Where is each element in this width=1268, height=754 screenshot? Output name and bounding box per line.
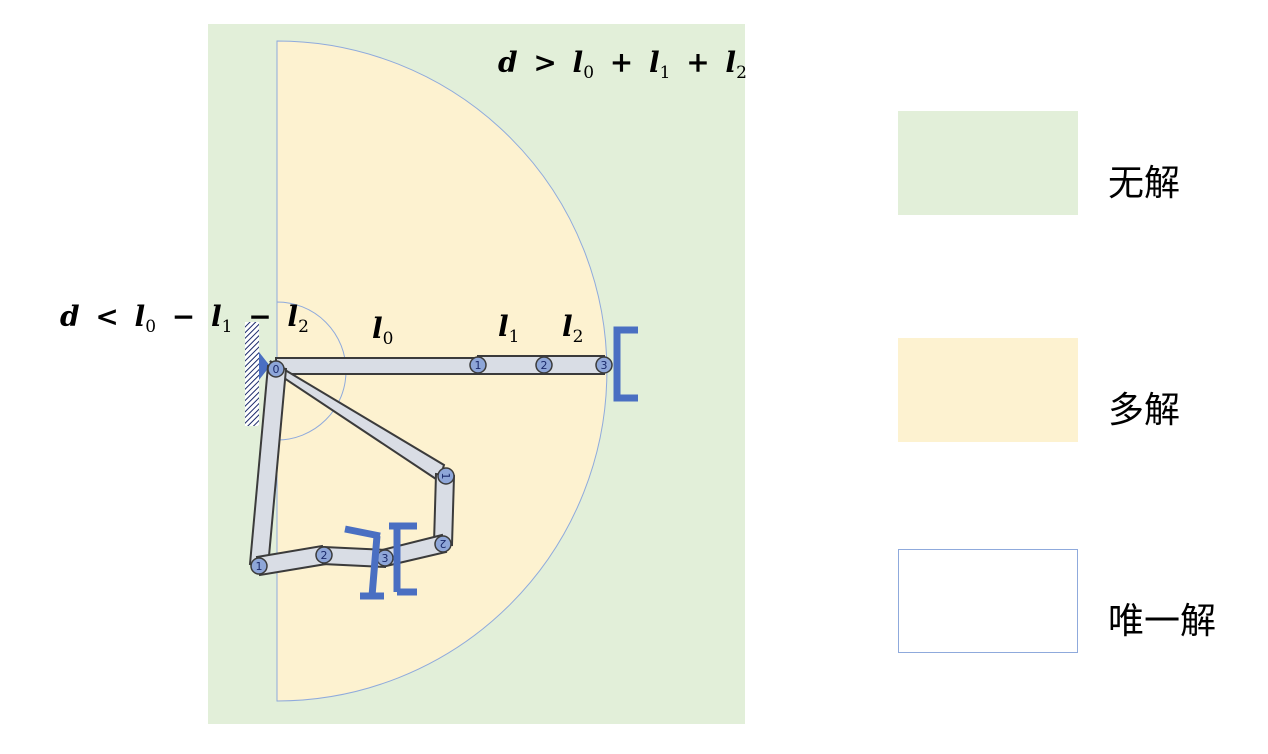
link-label-l0: l0 <box>372 312 393 349</box>
joint-c-1-label: 1 <box>256 560 263 573</box>
legend-swatch-multiple-solutions <box>898 338 1078 442</box>
legend-label-multiple-solutions: 多解 <box>1108 390 1181 431</box>
joint-a-3-label: 3 <box>601 359 608 372</box>
legend-swatch-no-solution <box>898 111 1078 215</box>
joint-a-3 <box>595 356 613 374</box>
link-b-1 <box>432 472 456 547</box>
joint-c-1 <box>250 557 268 575</box>
joint-a-1-label: 1 <box>475 359 482 372</box>
link-a-2 <box>543 355 605 375</box>
link-label-l2: l2 <box>562 310 583 347</box>
gripper-a <box>613 326 638 402</box>
link-a-0 <box>275 357 479 375</box>
robot-arm-joints: 0 1 2 3 1 2 3 1 2 <box>250 356 613 575</box>
legend-label-no-solution: 无解 <box>1108 163 1181 204</box>
inner-boundary-formula: d < l0 − l1 − l2 <box>60 300 309 339</box>
joint-b-1 <box>437 467 455 485</box>
joint-c-2 <box>315 546 333 564</box>
joint-base <box>267 360 285 378</box>
base-mount <box>259 352 270 380</box>
joint-a-2 <box>535 356 553 374</box>
link-label-l1: l1 <box>498 310 519 347</box>
joint-a-2-label: 2 <box>541 359 548 372</box>
joint-b-2-label: 2 <box>440 537 447 550</box>
legend-swatch-unique-solution <box>898 549 1078 653</box>
joint-a-1 <box>469 356 487 374</box>
grippers <box>344 326 638 600</box>
joint-c-2-label: 2 <box>321 549 328 562</box>
link-a-1 <box>477 355 545 375</box>
gripper-b <box>389 522 417 596</box>
joint-b-1-label: 1 <box>439 473 452 480</box>
joint-base-label: 0 <box>273 363 280 376</box>
legend-label-unique-solution: 唯一解 <box>1108 601 1217 642</box>
base-wall <box>245 322 259 426</box>
outer-boundary-formula: d > l0 + l1 + l2 <box>498 46 747 85</box>
joint-b-3-label: 3 <box>382 552 389 565</box>
gripper-c <box>344 525 384 600</box>
joint-b-2 <box>434 535 452 553</box>
